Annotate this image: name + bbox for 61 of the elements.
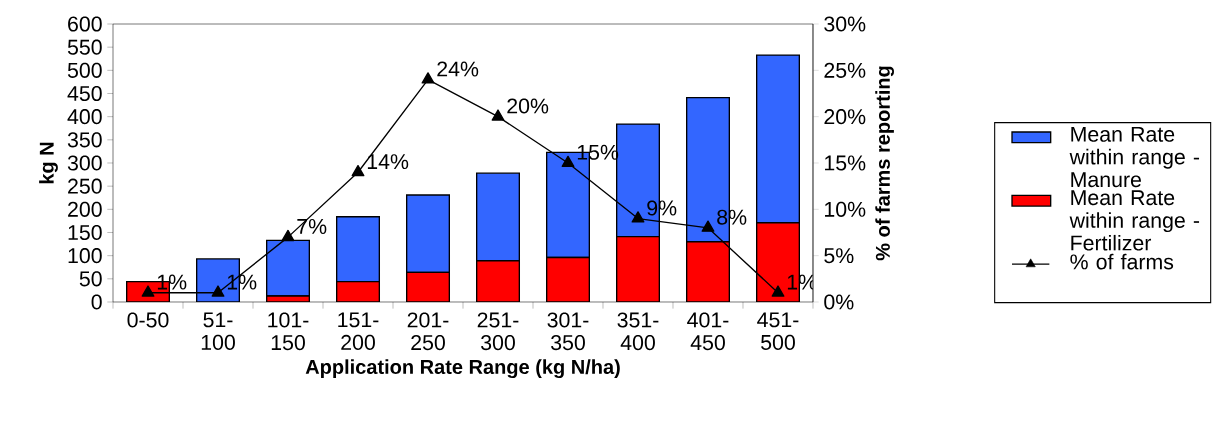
y-tick-label: 150: [68, 225, 102, 241]
bar: [546, 257, 590, 303]
x-tick-label: 201-250: [407, 312, 449, 351]
x-tick-label: 451-500: [757, 312, 799, 351]
x-tick-label: 0-50: [127, 312, 169, 328]
y-tick-label: 50: [79, 271, 102, 287]
y2-axis-title: % of farms reporting: [875, 66, 894, 261]
x-tick-label: 51-100: [201, 312, 235, 351]
x-axis-title: Application Rate Range (kg N/ha): [305, 359, 620, 379]
bar: [336, 281, 380, 303]
bar: [406, 272, 450, 303]
y2-tick-label: 25%: [824, 62, 866, 79]
data-label: 7%: [297, 219, 327, 235]
x-tick-label: 151-200: [338, 312, 379, 351]
data-label: 20%: [507, 98, 549, 114]
y-tick-label: 100: [68, 248, 102, 264]
y-tick-label: 500: [67, 62, 102, 79]
y-tick-label: 250: [68, 178, 102, 194]
bar: [476, 172, 521, 262]
bar: [336, 216, 381, 283]
y-tick-label: 300: [67, 155, 102, 171]
y-tick-label: 550: [67, 39, 102, 55]
point: [421, 72, 435, 84]
y2-tick-label: 15%: [825, 155, 866, 171]
y-axis-title: kg N: [39, 142, 58, 184]
x-tick-label: 251-300: [477, 312, 519, 351]
y-tick-label: 0: [91, 294, 102, 310]
bar: [755, 54, 800, 224]
point: [211, 285, 225, 297]
point: [561, 155, 575, 168]
legend-label: Mean Rate within range - Manure: [1069, 127, 1200, 188]
x-tick-label: 401-450: [687, 312, 729, 351]
y-tick-label: 450: [67, 86, 102, 102]
bar: [266, 239, 311, 297]
point: [351, 165, 365, 177]
data-label: 1%: [157, 274, 187, 290]
point: [281, 229, 295, 242]
legend-label: % of farms: [1070, 253, 1174, 270]
x-tick-label: 351-400: [617, 312, 659, 351]
bar: [686, 241, 730, 303]
x-tick-label: 301-350: [547, 312, 589, 351]
data-label: 14%: [367, 154, 409, 170]
x-tick-label: 101-150: [268, 312, 309, 351]
data-label: 24%: [437, 61, 479, 77]
bar: [406, 194, 451, 274]
point: [491, 109, 505, 121]
point: [701, 220, 715, 233]
y2-tick-label: 5%: [824, 248, 854, 264]
y-tick-label: 350: [67, 132, 102, 148]
y2-tick-label: 30%: [824, 16, 866, 32]
bar: [476, 260, 520, 303]
point: [631, 211, 645, 223]
y-tick-label: 200: [68, 201, 102, 218]
y2-tick-label: 20%: [824, 109, 866, 125]
legend-label: Mean Rate within range - Fertilizer: [1069, 190, 1200, 251]
y-tick-label: 600: [68, 16, 102, 32]
y2-tick-label: 0%: [824, 294, 854, 310]
bar: [616, 236, 660, 303]
y2-tick-label: 10%: [825, 201, 866, 218]
y-tick-label: 400: [67, 109, 102, 125]
point: [771, 285, 785, 297]
